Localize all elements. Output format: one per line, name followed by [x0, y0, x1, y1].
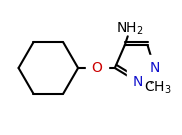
Text: O: O	[92, 61, 102, 75]
Text: NH$_2$: NH$_2$	[116, 20, 144, 37]
Text: N: N	[132, 75, 143, 89]
Text: CH$_3$: CH$_3$	[144, 80, 171, 96]
Text: N: N	[149, 61, 160, 75]
